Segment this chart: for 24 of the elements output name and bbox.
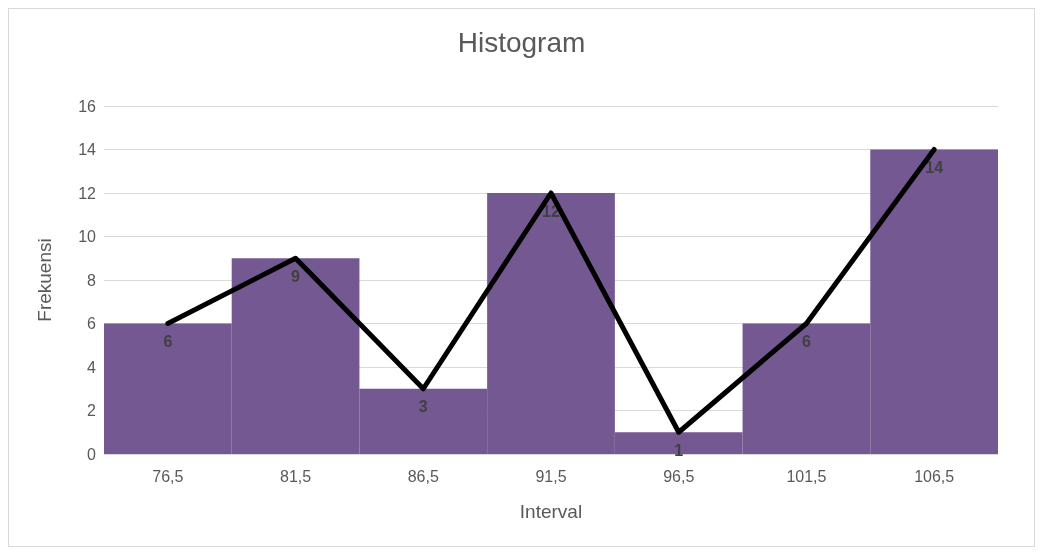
y-tick-label: 2 — [87, 402, 97, 419]
x-tick-label: 81,5 — [280, 467, 312, 485]
data-label: 6 — [163, 333, 173, 350]
data-label: 6 — [801, 333, 811, 350]
y-tick-label: 10 — [78, 228, 97, 245]
x-tick-label: 86,5 — [407, 467, 439, 485]
y-tick-label: 8 — [87, 271, 97, 289]
y-tick-label: 0 — [87, 445, 97, 463]
x-axis-title: Interval — [519, 501, 583, 522]
data-label: 14 — [925, 159, 944, 176]
y-tick-label: 4 — [87, 358, 97, 376]
x-tick-label: 101,5 — [786, 467, 827, 485]
y-tick-label: 6 — [87, 315, 97, 332]
x-tick-label: 91,5 — [535, 467, 567, 485]
y-tick-label: 16 — [78, 97, 97, 115]
y-tick-label: 12 — [78, 184, 97, 202]
x-tick-label: 106,5 — [914, 467, 955, 485]
data-label: 3 — [418, 398, 428, 416]
data-label: 9 — [291, 267, 301, 285]
chart-title: Histogram — [457, 26, 586, 58]
x-tick-label: 96,5 — [663, 467, 695, 485]
y-tick-label: 14 — [78, 141, 97, 158]
y-axis-title: Frekuensi — [34, 238, 55, 322]
x-tick-label: 76,5 — [152, 467, 184, 485]
